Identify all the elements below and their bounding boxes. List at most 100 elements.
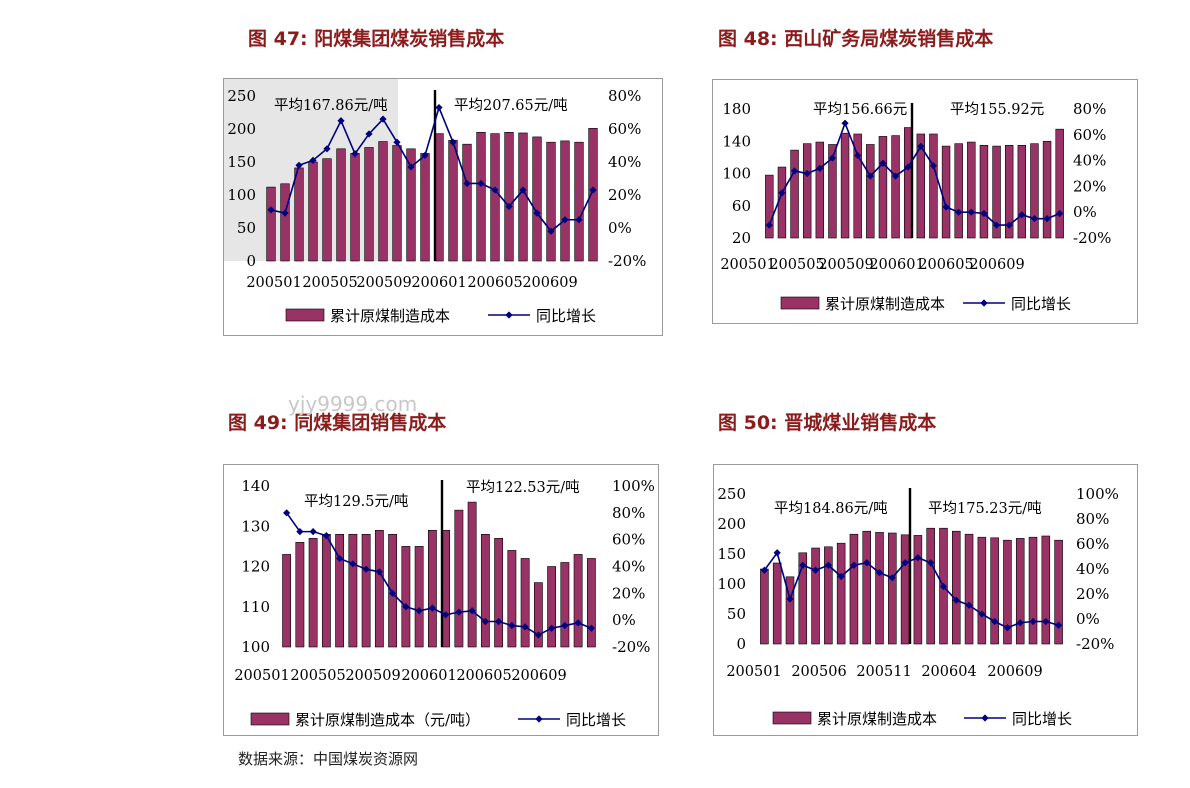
y-tick-label: 100 (241, 638, 270, 656)
line-point (375, 568, 383, 576)
x-tick-label: 200511 (856, 664, 911, 680)
bar (891, 135, 900, 239)
y-tick-label: 50 (727, 605, 746, 623)
bar (952, 530, 961, 645)
line-point (421, 151, 429, 159)
line-point (866, 172, 874, 180)
bar (454, 509, 464, 648)
bar (308, 538, 318, 648)
line-point (778, 189, 786, 197)
bar (760, 568, 769, 645)
bar (954, 143, 963, 239)
bar (1028, 536, 1038, 645)
line-point (267, 206, 275, 214)
bar (560, 140, 570, 262)
y-tick-label: 0 (736, 635, 746, 653)
y2-tick-label: -20% (612, 638, 650, 656)
line-point (888, 574, 896, 582)
y-tick-label: 60 (732, 197, 751, 215)
line-point (942, 203, 950, 211)
line-point (587, 624, 595, 632)
bar (494, 538, 504, 648)
y2-tick-label: 40% (1073, 152, 1106, 170)
line-point (505, 202, 513, 211)
x-tick-label: 200506 (791, 664, 846, 680)
line-point (965, 601, 973, 609)
legend-bar-swatch (250, 712, 290, 726)
line-point (816, 164, 824, 172)
y2-tick-label: 60% (608, 120, 641, 138)
bar (878, 136, 888, 239)
bar (785, 576, 795, 645)
y2-tick-label: 80% (1076, 510, 1109, 528)
bar (266, 186, 276, 262)
bar (929, 133, 938, 239)
y2-tick-label: -20% (1076, 635, 1114, 653)
line-point (442, 611, 450, 619)
bar (990, 537, 999, 645)
bar (560, 562, 570, 648)
y-tick-label: 110 (241, 598, 270, 616)
line-point (575, 216, 583, 224)
bar (1041, 535, 1051, 645)
average-annotation: 平均175.23元/吨 (928, 500, 1042, 517)
bar (374, 529, 384, 648)
y-tick-label: 140 (241, 477, 270, 495)
series-line (763, 550, 1059, 629)
bar (1055, 128, 1064, 239)
y2-tick-label: 80% (612, 504, 645, 522)
line-point (547, 227, 555, 235)
legend-label-line: 同比增长 (1011, 295, 1071, 313)
bar (308, 161, 318, 262)
bar (414, 546, 424, 648)
line-point (1018, 211, 1026, 219)
bar (828, 144, 837, 239)
line-point (322, 532, 330, 540)
bar (547, 566, 557, 648)
line-point (296, 528, 304, 536)
bar (888, 532, 897, 645)
bar (1030, 143, 1039, 239)
line-point (548, 624, 556, 632)
data-source-note: 数据来源：中国煤炭资源网 (238, 750, 419, 768)
y-tick-label: 140 (722, 132, 751, 150)
y-tick-label: 100 (722, 165, 751, 183)
bar (1017, 144, 1027, 239)
line-point (863, 559, 871, 567)
bar (520, 558, 530, 648)
bar (504, 131, 514, 262)
x-tick-label: 200609 (511, 668, 566, 684)
legend-label-line: 同比增长 (566, 711, 626, 729)
line-point (351, 150, 359, 158)
line-point (283, 509, 291, 517)
y2-tick-label: 0% (612, 611, 636, 629)
figure-title-47: 图 47: 阳煤集团煤炭销售成本 (248, 28, 505, 50)
line-point (295, 161, 303, 169)
x-tick-label: 200509 (818, 257, 873, 273)
bar (964, 533, 974, 645)
line-point (534, 631, 542, 639)
legend-label-bars: 累计原煤制造成本 (330, 307, 450, 325)
y2-tick-label: 0% (1076, 610, 1100, 628)
x-tick-label: 200604 (921, 664, 976, 680)
x-tick-label: 200601 (411, 275, 466, 291)
bar (586, 558, 596, 648)
bar (840, 132, 850, 239)
bar (967, 141, 976, 239)
line-point (992, 221, 1001, 229)
chart-panel-50: 250 200 150 100 50 0 100% 80% 60% 40% 20% 0% -20% 200… (713, 464, 1138, 736)
y2-tick-label: -20% (1073, 229, 1111, 247)
average-annotation: 平均155.92元 (950, 101, 1044, 118)
series-line (270, 105, 594, 233)
bar (811, 547, 820, 645)
bar (448, 139, 458, 262)
line-point (393, 138, 401, 146)
y2-tick-label: 40% (608, 153, 641, 171)
bar (467, 501, 477, 648)
y2-tick-label: -20% (608, 252, 646, 270)
y-tick-label: 100 (717, 575, 746, 593)
y2-tick-label: 20% (1073, 177, 1106, 195)
line-point (927, 559, 935, 567)
x-tick-label: 200501 (234, 668, 289, 684)
